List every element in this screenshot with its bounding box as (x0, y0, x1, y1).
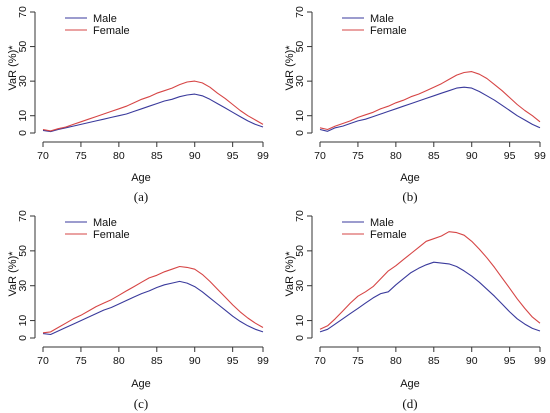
x-tick-label: 95 (227, 150, 239, 162)
x-axis-label: Age (131, 172, 151, 184)
x-tick-label: 85 (151, 355, 163, 367)
y-axis-label: VaR (%)* (7, 251, 19, 297)
x-tick-label: 90 (466, 150, 478, 162)
series-line-male (42, 280, 264, 336)
y-tick-label: 10 (294, 110, 306, 122)
y-tick-label: 30 (294, 280, 306, 292)
y-tick-label: 50 (17, 245, 29, 257)
legend-label: Female (370, 25, 407, 37)
y-tick-label: 70 (294, 210, 306, 222)
y-tick-label: 30 (294, 75, 306, 87)
panel-caption: (b) (402, 189, 417, 204)
series-line-male (319, 86, 541, 132)
y-tick-label: 70 (17, 210, 29, 222)
y-tick-label: 10 (17, 110, 29, 122)
y-tick-label: 10 (17, 315, 29, 327)
y-tick-label: 0 (17, 130, 29, 136)
y-tick-label: 0 (294, 335, 306, 341)
x-tick-label: 75 (352, 355, 364, 367)
y-tick-label: 50 (294, 245, 306, 257)
legend-label: Male (93, 217, 117, 229)
x-tick-label: 85 (428, 355, 440, 367)
series-line-female (42, 80, 264, 132)
x-tick-label: 75 (352, 150, 364, 162)
x-tick-label: 75 (75, 150, 87, 162)
x-tick-label: 90 (466, 355, 478, 367)
y-tick-label: 70 (294, 6, 306, 18)
y-axis-label: VaR (%)* (284, 251, 296, 297)
y-tick-label: 0 (294, 130, 306, 136)
x-tick-label: 80 (390, 355, 402, 367)
y-tick-label: 50 (17, 41, 29, 53)
legend-label: Female (93, 25, 130, 37)
x-tick-label: 99 (534, 150, 546, 162)
x-tick-label: 99 (257, 150, 269, 162)
x-tick-label: 99 (257, 355, 269, 367)
x-tick-label: 99 (534, 355, 546, 367)
x-tick-label: 95 (504, 355, 516, 367)
x-axis-label: Age (400, 172, 420, 184)
x-tick-label: 95 (227, 355, 239, 367)
x-tick-label: 70 (37, 355, 49, 367)
series-line-male (319, 261, 541, 333)
x-tick-label: 80 (113, 355, 125, 367)
y-tick-label: 50 (294, 41, 306, 53)
x-tick-label: 70 (314, 355, 326, 367)
legend-label: Male (93, 13, 117, 25)
x-tick-label: 75 (75, 355, 87, 367)
legend-label: Female (93, 229, 130, 241)
series-line-female (42, 265, 264, 334)
series-line-female (319, 71, 541, 131)
x-tick-label: 90 (189, 150, 201, 162)
panel-caption: (a) (134, 189, 148, 204)
x-tick-label: 70 (37, 150, 49, 162)
y-tick-label: 30 (17, 75, 29, 87)
legend-label: Male (370, 217, 394, 229)
x-tick-label: 80 (113, 150, 125, 162)
y-axis-label: VaR (%)* (7, 45, 19, 91)
x-tick-label: 80 (390, 150, 402, 162)
x-axis-label: Age (400, 378, 420, 390)
x-tick-label: 95 (504, 150, 516, 162)
x-axis-label: Age (131, 378, 151, 390)
y-tick-label: 30 (17, 280, 29, 292)
y-tick-label: 70 (17, 6, 29, 18)
series-line-male (42, 93, 264, 133)
legend-label: Male (370, 13, 394, 25)
x-tick-label: 90 (189, 355, 201, 367)
y-tick-label: 10 (294, 315, 306, 327)
y-tick-label: 0 (17, 335, 29, 341)
panel-caption: (d) (402, 396, 417, 411)
x-tick-label: 70 (314, 150, 326, 162)
x-tick-label: 85 (428, 150, 440, 162)
panel-caption: (c) (134, 396, 148, 411)
y-axis-label: VaR (%)* (284, 45, 296, 91)
legend-label: Female (370, 229, 407, 241)
x-tick-label: 85 (151, 150, 163, 162)
series-line-female (319, 231, 541, 330)
